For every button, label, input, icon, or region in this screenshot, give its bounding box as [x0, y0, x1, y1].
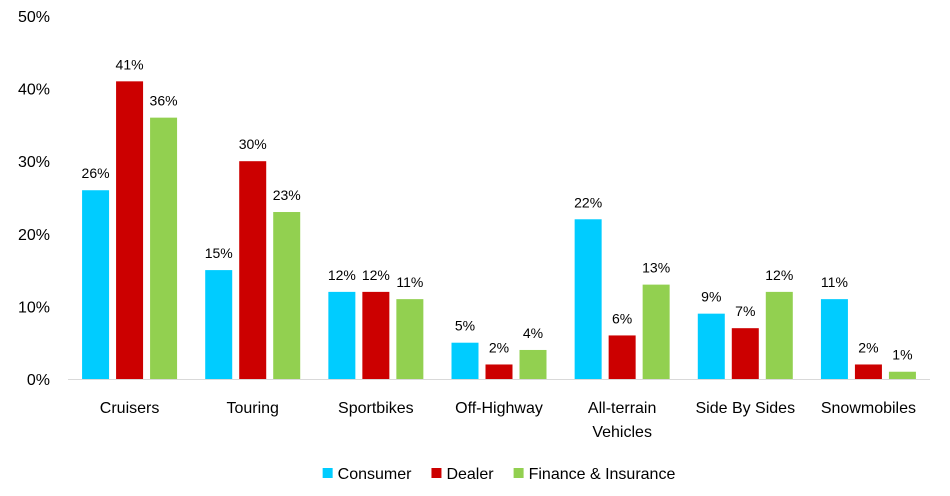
legend-label: Dealer [446, 466, 494, 483]
category-labels: Cruisers Touring Sportbikes Off-Highway All-… [100, 400, 916, 441]
data-label: 36% [150, 93, 178, 109]
data-label: 2% [489, 339, 509, 355]
legend-item: Consumer [322, 466, 412, 483]
data-label: 9% [701, 289, 721, 305]
bar [116, 81, 144, 379]
category-label: Cruisers [100, 400, 160, 417]
category-label: Side By Sides [695, 400, 795, 417]
y-tick-label: 40% [18, 82, 50, 99]
y-axis: 0% 10% 20% 30% 40% 50% [18, 9, 50, 389]
data-label: 7% [735, 303, 755, 319]
data-label: 23% [273, 187, 301, 203]
data-label: 5% [455, 318, 475, 334]
data-label: 2% [858, 339, 878, 355]
bar [765, 291, 793, 379]
data-label: 12% [765, 267, 793, 283]
data-label: 4% [523, 325, 543, 341]
bar [362, 291, 390, 379]
category-label: Snowmobiles [821, 400, 916, 417]
bar [608, 335, 636, 379]
category-label: Touring [226, 400, 278, 417]
bar [273, 212, 301, 379]
legend-swatch [513, 468, 524, 478]
bar [239, 161, 267, 379]
bar [328, 291, 356, 379]
bar [731, 328, 759, 379]
bar [574, 219, 602, 379]
legend: Consumer Dealer Finance & Insurance [322, 466, 676, 483]
legend-item: Finance & Insurance [513, 466, 676, 483]
legend-label: Consumer [338, 466, 412, 483]
data-label: 12% [328, 267, 356, 283]
category-label: All-terrain Vehicles [588, 400, 656, 441]
bar [519, 349, 547, 379]
bar [820, 299, 848, 379]
category-label: Sportbikes [338, 400, 414, 417]
legend-item: Dealer [431, 466, 494, 483]
y-tick-label: 0% [27, 372, 50, 389]
data-label: 1% [892, 347, 912, 363]
bar [642, 284, 670, 379]
data-label: 41% [116, 56, 144, 72]
data-label: 12% [362, 267, 390, 283]
y-tick-label: 30% [18, 154, 50, 171]
bar [451, 342, 479, 379]
bar [396, 299, 424, 379]
legend-swatch [322, 468, 333, 478]
bar [205, 270, 233, 379]
data-label: 6% [612, 310, 632, 326]
data-label: 15% [205, 245, 233, 261]
y-tick-label: 50% [18, 9, 50, 26]
data-label: 30% [239, 136, 267, 152]
bar [697, 313, 725, 379]
legend-label: Finance & Insurance [529, 466, 676, 483]
y-tick-label: 20% [18, 227, 50, 244]
bars [82, 81, 916, 379]
y-tick-label: 10% [18, 299, 50, 316]
data-label: 11% [396, 274, 423, 290]
bar [888, 371, 916, 379]
bar [485, 364, 513, 379]
data-label: 26% [82, 165, 110, 181]
bar [854, 364, 882, 379]
legend-swatch [431, 468, 442, 478]
bar [82, 190, 110, 379]
data-label: 13% [642, 260, 670, 276]
data-label: 22% [574, 194, 602, 210]
category-label: Off-Highway [455, 400, 543, 417]
bar [150, 117, 178, 379]
data-label: 11% [821, 274, 848, 290]
data-labels: 26% 41% 36% 15% 30% 23% 12% 12% 11% 5% 2% 4% 22% 6% 13… [82, 56, 913, 362]
